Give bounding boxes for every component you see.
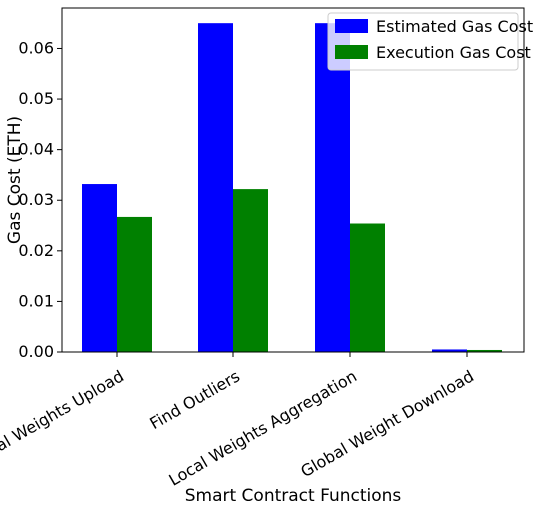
y-axis: 0.00 0.01 0.02 0.03 0.04 0.05 0.06 <box>18 38 62 361</box>
y-tick-label: 0.01 <box>18 291 54 310</box>
plot-frame <box>61 7 525 353</box>
legend-label-0: Estimated Gas Cost <box>376 17 533 36</box>
x-tick-label: Find Outliers <box>146 366 243 433</box>
bar-estimated-3 <box>432 349 467 352</box>
legend: Estimated Gas Cost Execution Gas Cost <box>327 12 533 71</box>
x-tick-label: Local Weights Upload <box>0 366 127 468</box>
legend-label-1: Execution Gas Cost <box>376 43 531 62</box>
bar-estimated-0 <box>82 184 117 352</box>
y-axis-label: Gas Cost (ETH) <box>5 116 25 244</box>
legend-swatch-1 <box>335 45 368 59</box>
y-tick-label: 0.02 <box>18 241 54 260</box>
legend-box <box>327 12 519 71</box>
bar-execution-2 <box>350 223 385 352</box>
y-tick-label: 0.00 <box>18 342 54 361</box>
bar-execution-3 <box>467 349 502 352</box>
x-tick-label: Local Weights Aggregation <box>165 366 360 489</box>
y-tick-label: 0.03 <box>18 190 54 209</box>
x-axis-label: Smart Contract Functions <box>185 486 402 506</box>
bar-estimated-1 <box>198 23 233 352</box>
legend-swatch-0 <box>335 19 368 33</box>
bar-estimated-2 <box>315 23 350 352</box>
bar-execution-0 <box>117 216 152 352</box>
bars-layer <box>82 23 502 352</box>
y-tick-label: 0.06 <box>18 38 54 57</box>
y-tick-label: 0.05 <box>18 89 54 108</box>
bar-execution-1 <box>233 189 268 352</box>
y-tick-label: 0.04 <box>18 140 54 159</box>
